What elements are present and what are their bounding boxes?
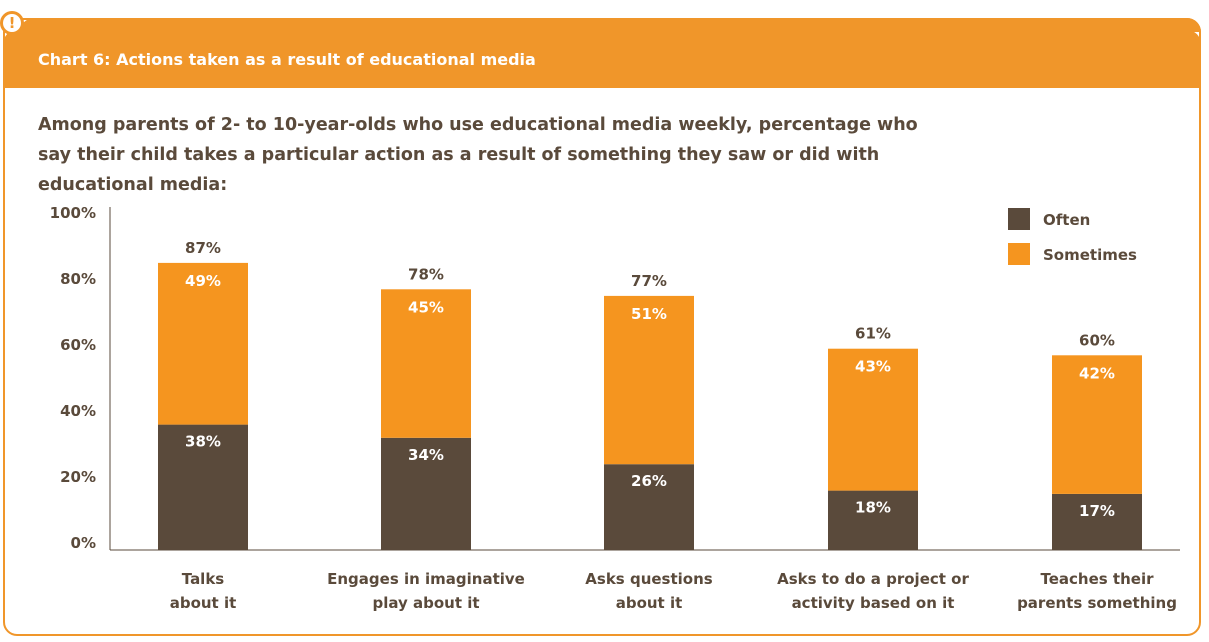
- category-label: play about it: [372, 594, 479, 612]
- category-label: parents something: [1017, 594, 1177, 612]
- header-band-top: [20, 18, 1201, 32]
- data-label-sometimes: 51%: [631, 305, 667, 323]
- bar-sometimes: [828, 348, 918, 491]
- y-tick-label: 0%: [71, 534, 96, 552]
- data-label-total: 87%: [185, 239, 221, 257]
- data-label-total: 61%: [855, 325, 891, 343]
- chart-title: Chart 6: Actions taken as a result of ed…: [38, 50, 536, 69]
- bar-often: [158, 424, 248, 550]
- bar-sometimes: [381, 289, 471, 438]
- category-label: Asks questions: [585, 570, 712, 588]
- category-label: activity based on it: [792, 594, 955, 612]
- exclamation-badge-icon: !: [0, 11, 24, 35]
- legend-swatch-sometimes: [1008, 243, 1030, 265]
- data-label-often: 34%: [408, 446, 444, 464]
- bar-often: [828, 490, 918, 550]
- data-label-sometimes: 49%: [185, 272, 221, 290]
- bar-often: [604, 464, 694, 550]
- data-label-sometimes: 43%: [855, 358, 891, 376]
- legend-swatch-often: [1008, 208, 1030, 230]
- data-label-sometimes: 45%: [408, 298, 444, 316]
- y-tick-label: 80%: [60, 270, 96, 288]
- legend-label-sometimes: Sometimes: [1043, 246, 1137, 264]
- bar-often: [1052, 493, 1142, 550]
- data-label-often: 17%: [1079, 502, 1115, 520]
- bar-often: [381, 437, 471, 550]
- data-label-sometimes: 42%: [1079, 364, 1115, 382]
- legend-label-often: Often: [1043, 211, 1090, 229]
- category-label: Asks to do a project or: [777, 570, 969, 588]
- data-label-often: 26%: [631, 472, 667, 490]
- data-label-often: 18%: [855, 499, 891, 517]
- category-label: Teaches their: [1041, 570, 1155, 588]
- y-tick-label: 20%: [60, 468, 96, 486]
- y-tick-label: 40%: [60, 402, 96, 420]
- bar-sometimes: [1052, 355, 1142, 494]
- bar-sometimes: [158, 262, 248, 425]
- category-label: about it: [616, 594, 683, 612]
- category-label: Talks: [182, 570, 225, 588]
- chart-subtitle: Among parents of 2- to 10-year-olds who …: [38, 115, 918, 195]
- data-label-total: 77%: [631, 272, 667, 290]
- y-tick-label: 100%: [50, 204, 96, 222]
- category-label: about it: [170, 594, 237, 612]
- chart-header: [3, 30, 1201, 88]
- category-label: Engages in imaginative: [327, 570, 525, 588]
- data-label-total: 60%: [1079, 331, 1115, 349]
- y-tick-label: 60%: [60, 336, 96, 354]
- data-label-total: 78%: [408, 265, 444, 283]
- data-label-often: 38%: [185, 433, 221, 451]
- bar-sometimes: [604, 295, 694, 465]
